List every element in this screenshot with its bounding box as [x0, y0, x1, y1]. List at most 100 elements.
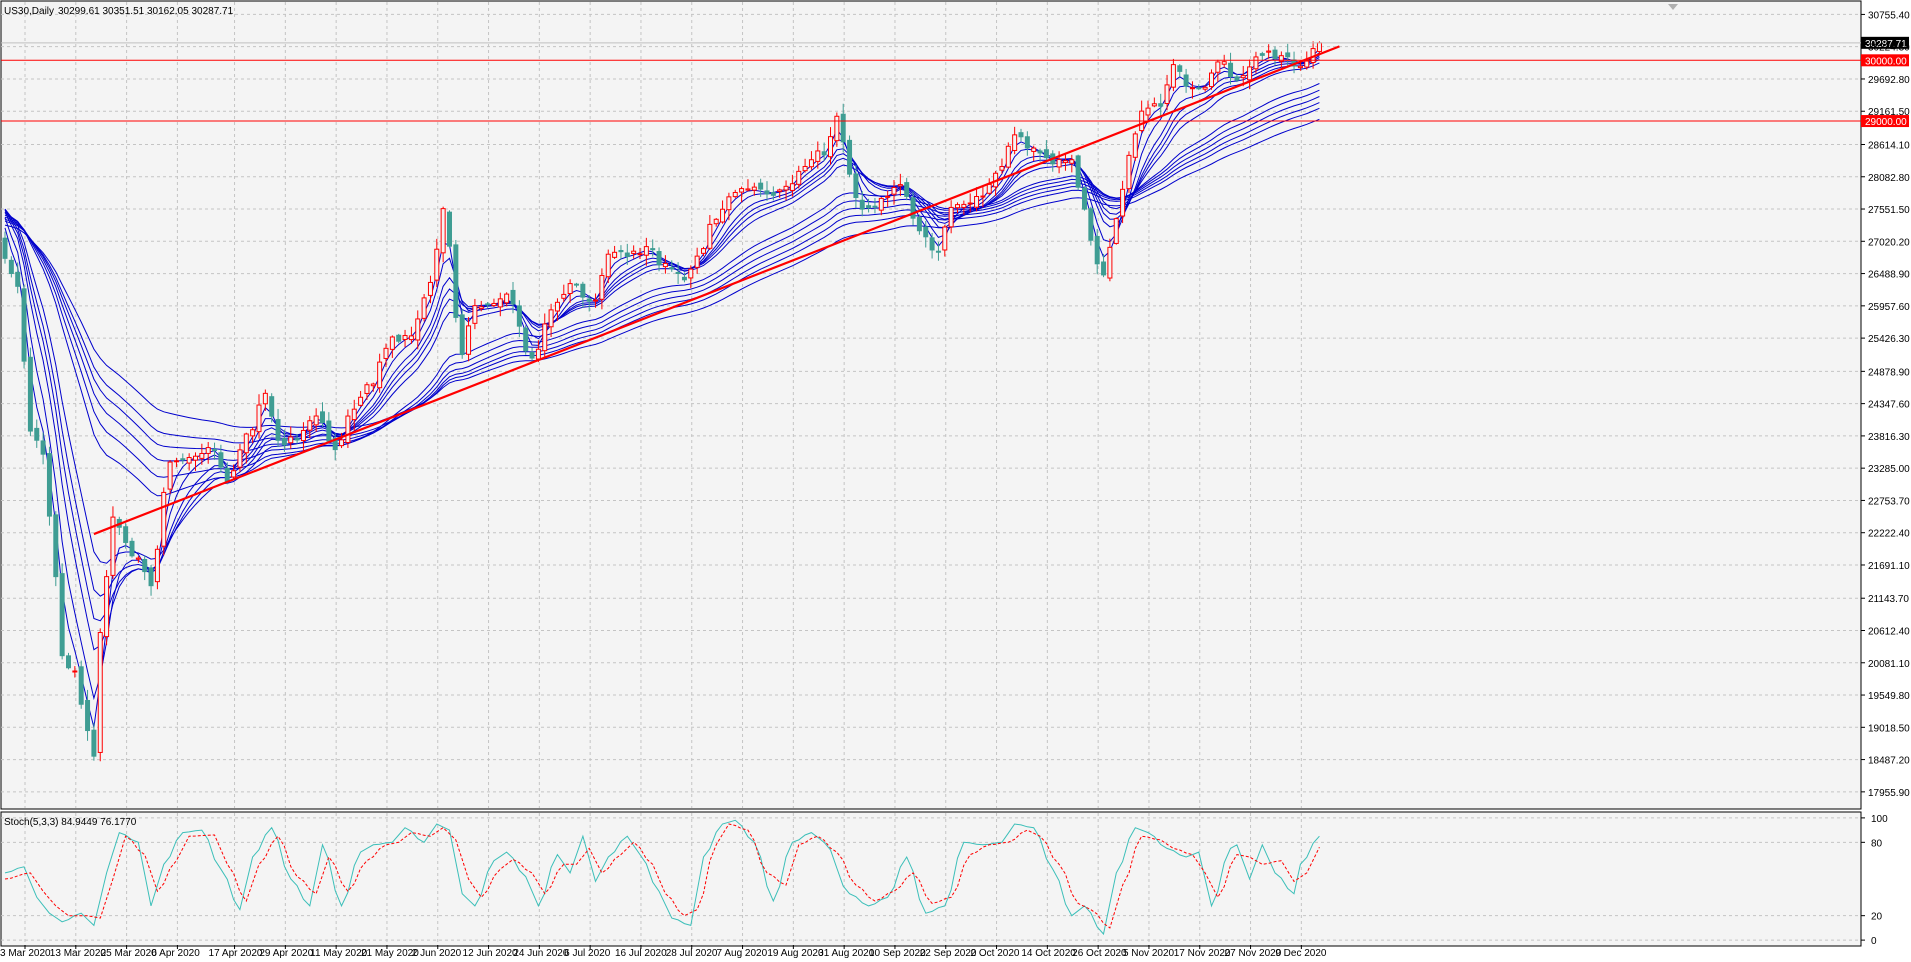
candle-body: [770, 192, 776, 196]
price-tick-label: 24878.90: [1868, 367, 1910, 378]
candle-body: [491, 302, 497, 307]
time-tick-label: 25 Mar 2020: [101, 948, 158, 959]
candle-body: [224, 467, 230, 482]
ema-35-line: [4, 89, 1320, 478]
candle-body: [186, 457, 192, 464]
candle-body: [1221, 61, 1227, 65]
ema-45-line: [4, 102, 1320, 453]
time-tick-label: 14 Oct 2020: [1021, 948, 1076, 959]
candle-body: [669, 267, 675, 270]
candle-body: [383, 347, 389, 359]
candle-body: [828, 136, 833, 158]
candle-body: [523, 327, 529, 352]
time-tick-label: 12 Jun 2020: [463, 948, 518, 959]
candle-body: [370, 383, 376, 387]
candle-body: [402, 335, 408, 340]
candle-body: [129, 540, 135, 557]
candle-body: [199, 452, 205, 459]
candle-body: [859, 199, 865, 210]
level-label: 29000.00: [1865, 117, 1907, 128]
candle-body: [745, 188, 751, 191]
candle-body: [586, 298, 592, 302]
candle-body: [561, 293, 567, 299]
candle-body: [1024, 136, 1030, 149]
candle-body: [897, 184, 903, 187]
candle-body: [904, 182, 910, 197]
candle-body: [1278, 55, 1284, 62]
stoch-title: Stoch(5,3,3) 84.9449 76.1770: [4, 817, 137, 828]
candle-body: [516, 305, 522, 327]
candle-body: [104, 576, 110, 638]
candle-body: [764, 190, 770, 195]
level-tag: [1861, 54, 1909, 67]
time-tick-label: 6 Jul 2020: [564, 948, 611, 959]
price-tick-label: 29692.80: [1868, 75, 1910, 86]
candle-body: [948, 206, 954, 228]
candle-body: [1316, 42, 1322, 52]
candle-body: [612, 251, 618, 258]
candle-body: [485, 303, 491, 306]
price-tick-label: 21143.70: [1868, 594, 1909, 605]
stochastic-series: [4, 819, 1320, 936]
candle-body: [53, 514, 59, 578]
candle-body: [78, 666, 84, 705]
ema-8-line: [4, 55, 1320, 651]
price-plot-area[interactable]: [0, 0, 1862, 810]
candle-body: [999, 166, 1005, 171]
candle-body: [421, 297, 427, 319]
candle-body: [66, 655, 71, 669]
candle-body: [135, 557, 141, 560]
candle-body: [193, 455, 198, 461]
candle-body: [59, 573, 65, 657]
time-tick-label: 26 Oct 2020: [1072, 948, 1127, 959]
price-axis: 30755.40 30224.30 29692.80 29161.50 28614.10…: [1861, 10, 1910, 799]
price-tick-label: 20081.10: [1868, 659, 1910, 670]
candle-body: [1215, 61, 1221, 73]
candle-body: [637, 253, 643, 256]
stoch-signal-line: [4, 823, 1320, 929]
price-tick-label: 22222.40: [1868, 529, 1910, 540]
time-tick-label: 3 Mar 2020: [0, 948, 51, 959]
price-tick-label: 18487.20: [1868, 756, 1910, 767]
candle-body: [466, 325, 472, 355]
stoch-plot-area[interactable]: [0, 811, 1862, 947]
candle-body: [1120, 188, 1126, 217]
candle-body: [1259, 53, 1265, 56]
candle-body: [650, 248, 656, 251]
candle-body: [415, 318, 421, 341]
candle-body: [123, 526, 129, 543]
candle-body: [447, 211, 452, 247]
ema-30-line: [4, 83, 1320, 497]
candle-body: [631, 250, 637, 254]
candle-body: [300, 429, 306, 442]
candle-body: [935, 250, 941, 253]
candle-body: [72, 670, 78, 673]
candle-body: [955, 204, 960, 209]
candle-body: [529, 351, 535, 359]
candle-body: [1253, 56, 1259, 70]
price-tick-label: 24347.60: [1868, 400, 1910, 411]
candle-body: [1082, 187, 1087, 210]
candle-body: [510, 289, 516, 305]
candle-body: [1228, 62, 1234, 78]
candle-body: [345, 415, 351, 444]
candle-body: [332, 437, 338, 451]
candle-body: [783, 185, 789, 191]
time-tick-label: 19 Aug 2020: [767, 948, 824, 959]
stoch-main-line: [4, 819, 1320, 936]
time-tick-label: 17 Apr 2020: [209, 948, 263, 959]
candle-body: [802, 165, 808, 172]
candle-body: [1158, 103, 1164, 107]
candle-body: [91, 729, 97, 757]
candle-body: [656, 251, 662, 266]
candle-body: [142, 559, 148, 573]
candle-body: [1043, 149, 1049, 159]
candle-body: [237, 449, 243, 468]
candle-body: [459, 314, 465, 356]
candle-body: [288, 436, 294, 444]
candle-body: [294, 438, 300, 441]
candle-body: [916, 217, 922, 232]
candle-body: [339, 439, 345, 447]
